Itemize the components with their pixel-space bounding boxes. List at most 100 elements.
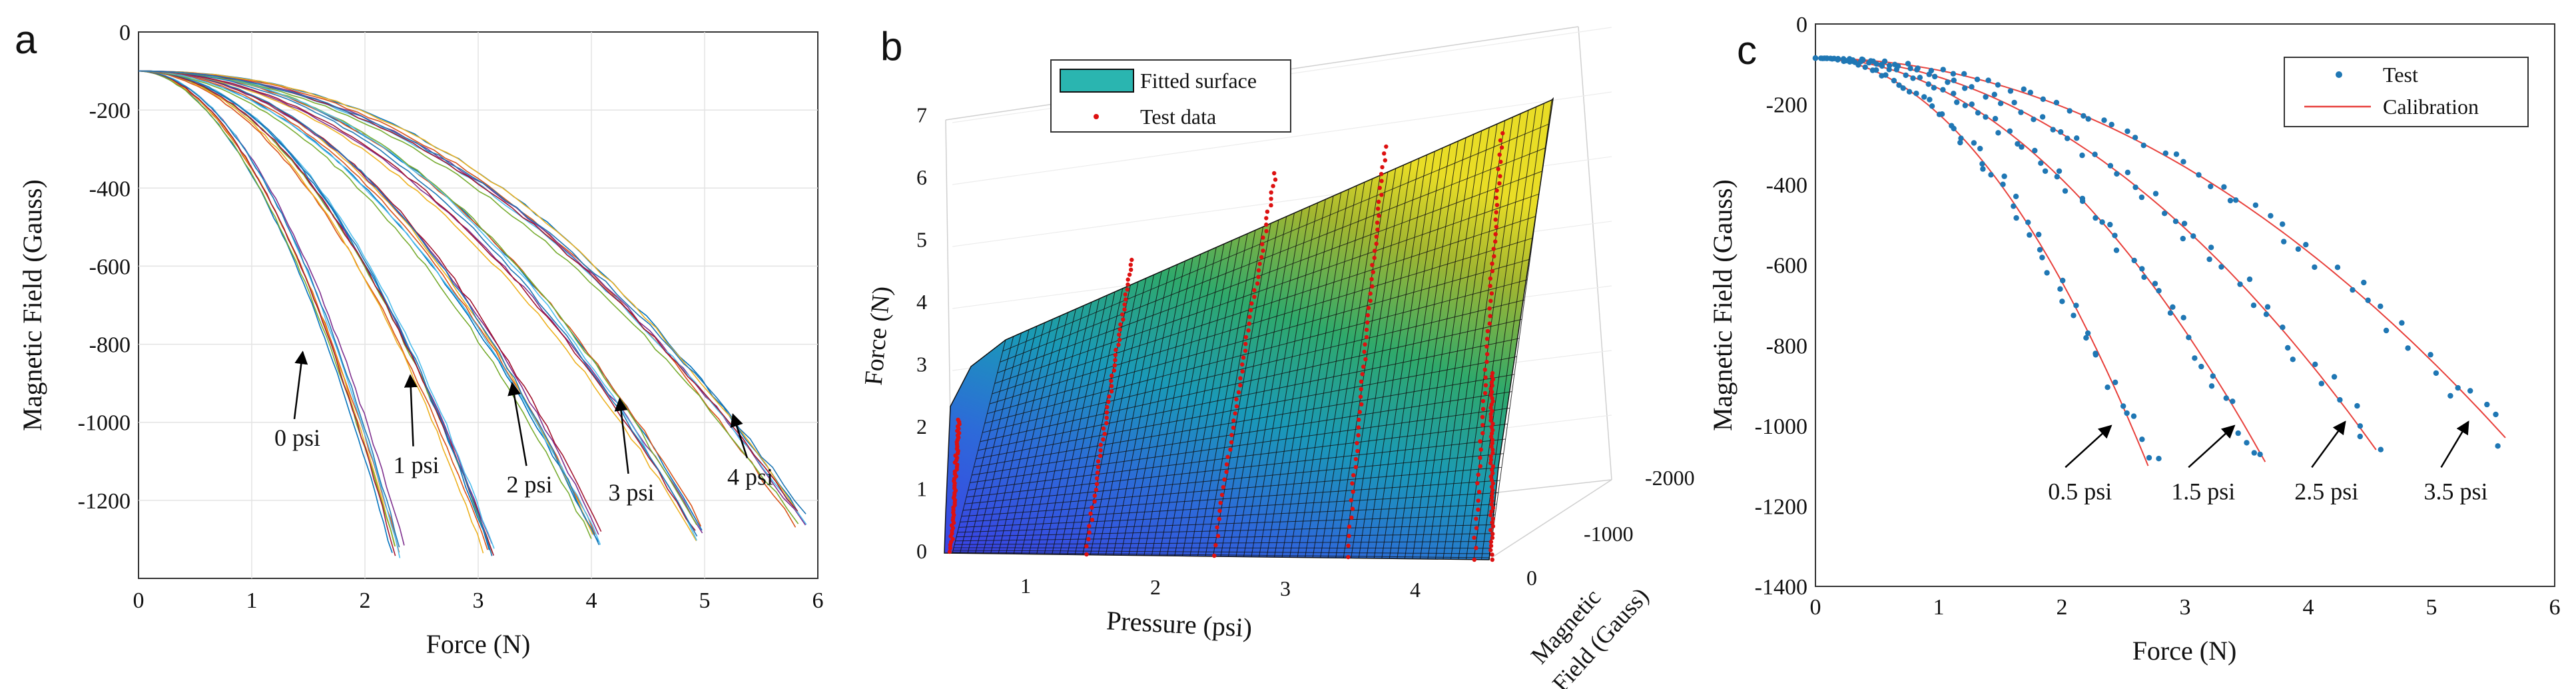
panel-a-x-tick-label: 5: [699, 588, 711, 613]
panel-b-test-point: [1264, 229, 1269, 234]
panel-c-test-point: [2107, 163, 2114, 169]
panel-c-test-point: [2268, 213, 2274, 219]
panel-b-test-point: [1221, 484, 1226, 490]
panel-b-test-point: [1355, 448, 1360, 454]
panel-b-mesh-line: [978, 338, 1520, 451]
panel-b-mesh-line: [1006, 315, 1061, 554]
panel-b-test-point: [1234, 397, 1239, 402]
panel-b-test-point: [1217, 508, 1222, 513]
panel-b-mesh-line: [1305, 182, 1365, 558]
panel-b-test-point: [1488, 474, 1493, 479]
panel-b-test-point: [1369, 277, 1374, 282]
panel-c-test-point: [2361, 279, 2367, 286]
panel-b-test-point: [1490, 532, 1495, 536]
panel-b-test-point: [1228, 447, 1233, 452]
panel-c-test-point: [1859, 56, 1865, 63]
panel-c-y-tick-label: -800: [1766, 334, 1807, 358]
panel-b-mesh-line: [1243, 209, 1303, 557]
panel-a-y-tick-label: -200: [89, 99, 131, 123]
panel-b-test-point: [1489, 467, 1494, 472]
panel-b-mesh-line: [998, 319, 1053, 554]
panel-c-test-point: [2124, 169, 2131, 175]
panel-c-test-point: [2015, 141, 2021, 147]
panel-c-y-tick-label: 0: [1796, 13, 1807, 37]
panel-b-mesh-line: [1151, 251, 1209, 556]
panel-b-mesh-line: [963, 466, 1502, 511]
panel-b-test-point: [1490, 488, 1495, 492]
panel-c-test-point: [1995, 82, 2001, 88]
panel-b-test-point: [1257, 261, 1262, 267]
panel-b-mesh-line: [1259, 203, 1319, 557]
panel-b-test-point: [1351, 489, 1355, 494]
panel-c-test-point: [1979, 161, 1985, 167]
panel-b-mesh-line: [1128, 261, 1185, 556]
panel-b-test-point: [1483, 375, 1488, 380]
panel-c-test-point: [1957, 139, 1963, 146]
panel-b-test-point: [1483, 383, 1488, 388]
panel-c-test-point: [2433, 370, 2439, 376]
panel-b-test-point: [1117, 333, 1122, 337]
panel-c-test-point: [1907, 65, 1913, 71]
panel-b-test-point: [1490, 516, 1495, 521]
panel-a-x-tick-label: 2: [360, 588, 371, 613]
panel-b-mesh-line: [1135, 257, 1193, 556]
panel-b-test-point: [1090, 517, 1095, 522]
panel-b-mesh-line: [1067, 288, 1124, 555]
panel-b-test-point: [1264, 216, 1269, 221]
panel-b-test-point: [1272, 171, 1277, 176]
panel-c-test-point: [2018, 109, 2024, 115]
panel-c-test-point: [2130, 413, 2137, 419]
panel-a-x-tick-label: 3: [473, 588, 484, 613]
panel-b-mesh-line: [1159, 247, 1217, 556]
panel-c-test-point: [2181, 221, 2188, 227]
panel-b-test-point: [1472, 557, 1476, 562]
panel-c-test-point: [2079, 195, 2086, 202]
panel-c-test-point: [2114, 171, 2120, 177]
panel-a-annotation-arrow: [507, 382, 527, 466]
panel-b-test-point: [1494, 188, 1499, 193]
panel-b-test-point: [1372, 255, 1377, 261]
panel-c-test-point: [2113, 247, 2120, 253]
panel-b-test-point: [1375, 221, 1380, 225]
panel-b-test-point: [1356, 425, 1361, 430]
panel-b-mesh-line: [1197, 230, 1256, 556]
panel-c-test-point: [1925, 81, 1931, 87]
panel-b-test-point: [1084, 552, 1089, 557]
panel-a-annotation-arrow: [293, 350, 308, 420]
panel-c-test-point: [2208, 183, 2214, 189]
panel-b-test-point: [1356, 433, 1361, 438]
panel-b-z-tick-label: 7: [916, 103, 927, 127]
panel-b-test-point: [1476, 507, 1480, 512]
panel-c-test-point: [2280, 221, 2286, 227]
panel-c-test-point: [2081, 113, 2087, 119]
panel-b-test-point: [1355, 440, 1359, 446]
panel-c-test-point: [2170, 304, 2176, 310]
panel-c-test-point: [2146, 454, 2152, 461]
panel-c-test-point: [2093, 215, 2098, 221]
panel-c-test-point: [1870, 58, 1876, 65]
panel-c-test-point: [2132, 184, 2138, 191]
panel-b-test-point: [1500, 131, 1505, 136]
panel-b-x-tick-label: 3: [1280, 576, 1291, 600]
panel-b-mesh-line: [1000, 147, 1546, 362]
panel-b-test-point: [1476, 472, 1480, 477]
panel-b-test-point: [1480, 430, 1485, 436]
panel-c-x-tick-label: 6: [2549, 595, 2561, 620]
panel-c-test-point: [1927, 97, 1933, 103]
panel-c-test-point: [1896, 82, 1902, 88]
panel-b-test-point: [1490, 506, 1496, 510]
panel-b-test-point: [1489, 509, 1494, 514]
panel-c-test-point: [1921, 94, 1927, 100]
panel-a-series-line: [138, 70, 797, 528]
panel-b-mesh-line: [1028, 305, 1084, 554]
panel-c-test-point: [2065, 135, 2071, 141]
panel-c-test-point: [2132, 135, 2138, 141]
panel-a-series-line: [138, 70, 396, 546]
panel-b-test-point: [1493, 232, 1498, 237]
panel-b-test-point: [1488, 544, 1494, 548]
legend-fitted-surface-swatch: [1060, 69, 1134, 93]
panel-b-letter: b: [880, 24, 902, 69]
panel-b-test-point: [1212, 553, 1217, 558]
legend-test-data-marker: [1094, 114, 1099, 119]
panel-b-mesh-line: [952, 339, 1006, 554]
